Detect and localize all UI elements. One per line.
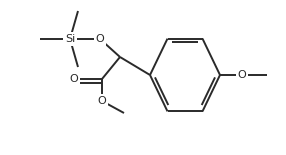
Text: Si: Si [65, 34, 75, 44]
Text: O: O [69, 74, 78, 84]
Text: O: O [238, 70, 246, 80]
Text: O: O [98, 96, 106, 106]
Text: O: O [96, 34, 104, 44]
